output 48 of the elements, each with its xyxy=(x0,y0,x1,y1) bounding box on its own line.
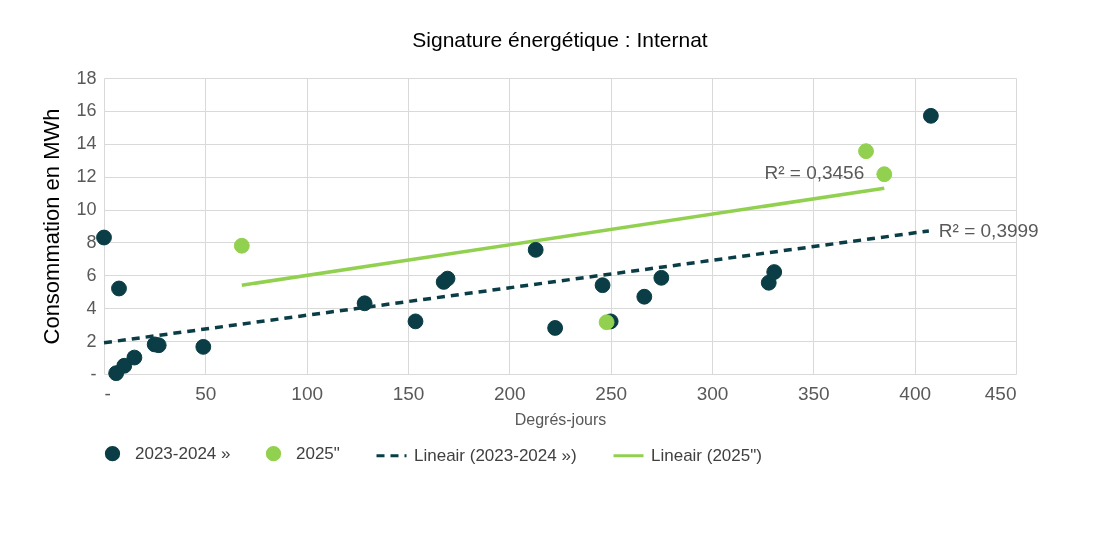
point xyxy=(126,349,143,366)
y-tick-label: 12 xyxy=(76,166,97,187)
point xyxy=(636,288,653,305)
point xyxy=(922,107,939,124)
point xyxy=(111,280,127,297)
y-tick-label: - xyxy=(90,363,97,384)
point xyxy=(195,338,212,355)
y-tick-label: 6 xyxy=(86,264,97,285)
point xyxy=(547,320,564,336)
y-axis-title: Consommation en MWh xyxy=(39,108,65,345)
point xyxy=(439,270,456,287)
x-tick-label: 200 xyxy=(493,382,526,404)
legend-label: 2025" xyxy=(296,443,340,463)
x-tick-label: 100 xyxy=(291,382,324,404)
point xyxy=(766,264,783,280)
x-tick-label: 150 xyxy=(392,382,425,404)
point xyxy=(598,314,615,331)
x-tick-label: 300 xyxy=(696,382,729,404)
y-tick-label: 2 xyxy=(86,330,97,351)
y-tick-label: 16 xyxy=(76,100,97,121)
annotation: R² = 0,3999 xyxy=(938,219,1039,241)
legend-label: 2023-2024 » xyxy=(135,443,231,463)
x-tick-label: 50 xyxy=(195,382,217,404)
legend-label: Lineair (2023-2024 ») xyxy=(414,445,577,465)
point xyxy=(594,277,611,294)
point xyxy=(96,229,112,246)
point xyxy=(356,295,373,312)
point xyxy=(876,166,893,183)
point xyxy=(527,241,544,258)
x-tick-label: 450 xyxy=(984,382,1017,404)
x-tick-label: 250 xyxy=(595,382,628,404)
y-tick-label: 4 xyxy=(86,297,97,318)
point xyxy=(858,143,874,160)
x-tick-label: 400 xyxy=(899,382,932,404)
x-tick-label: 350 xyxy=(797,382,830,404)
y-tick-label: 10 xyxy=(76,199,97,220)
y-tick-label: 8 xyxy=(86,231,97,252)
y-tick-label: 14 xyxy=(76,133,97,154)
legend-label: Lineair (2025") xyxy=(651,445,762,465)
point xyxy=(233,237,250,254)
y-tick-label: 18 xyxy=(76,67,97,88)
x-tick-label: - xyxy=(104,382,111,404)
point xyxy=(653,269,670,286)
x-axis-title: Degrés-jours xyxy=(514,410,607,428)
chart-title: Signature énergétique : Internat xyxy=(412,28,708,51)
point xyxy=(407,313,424,330)
annotation: R² = 0,3456 xyxy=(764,162,865,184)
point xyxy=(116,357,133,374)
